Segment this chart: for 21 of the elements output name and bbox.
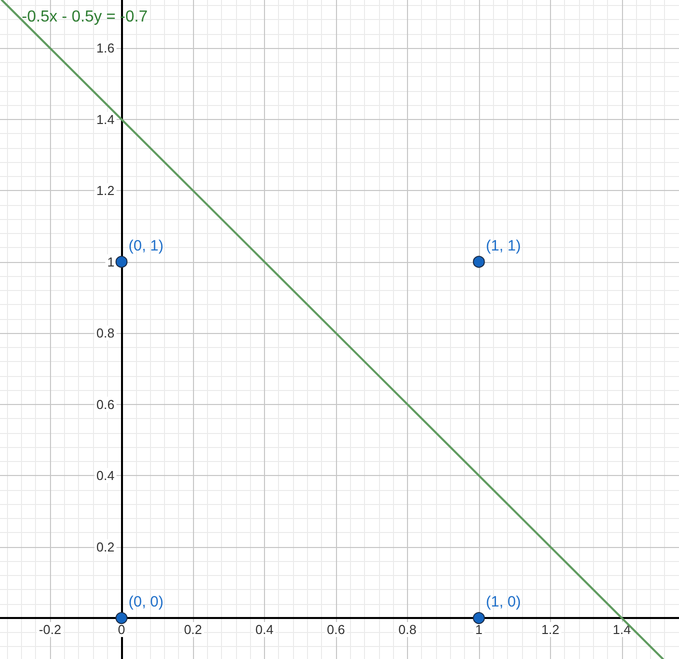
y-tick-label: 0.2 <box>96 539 115 554</box>
x-tick-label: 1.4 <box>612 622 631 638</box>
x-tick-label: 0 <box>118 622 126 638</box>
y-tick-label: 0.6 <box>96 396 115 412</box>
data-label: (0, 0) <box>128 594 164 611</box>
y-tick-label: 1.4 <box>96 112 115 127</box>
x-tick-label: 0.8 <box>398 622 416 638</box>
y-tick-label: 0.4 <box>96 468 115 484</box>
y-tick-label: 0.8 <box>96 326 115 341</box>
x-tick-label: 1 <box>475 622 482 638</box>
x-tick-label: -0.2 <box>38 622 62 638</box>
data-label: (1, 0) <box>486 594 521 611</box>
x-tick-label: 0.4 <box>255 622 274 638</box>
x-tick-label: 1.2 <box>541 622 560 638</box>
data-label: (1, 1) <box>486 237 521 254</box>
x-tick-label: 0.6 <box>326 622 345 638</box>
y-tick-label: 1 <box>107 254 115 270</box>
y-tick-label: 1.2 <box>96 183 115 198</box>
x-tick-label: 0.2 <box>184 622 202 638</box>
y-tick-label: 1.6 <box>96 40 115 56</box>
data-label: (0, 1) <box>128 237 164 254</box>
